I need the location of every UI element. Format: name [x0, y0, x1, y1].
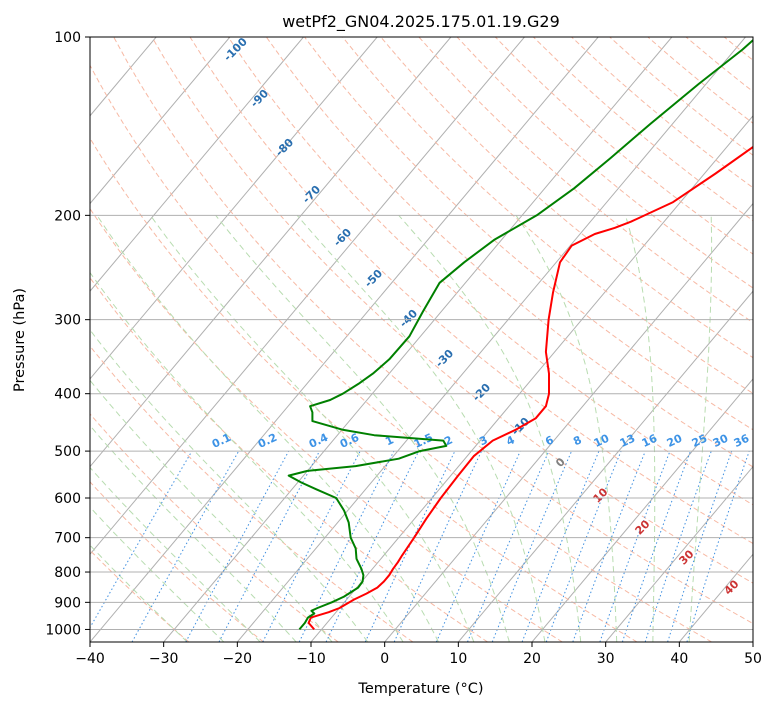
x-tick-label: 30	[597, 651, 615, 667]
x-tick-label: 40	[670, 651, 688, 667]
isotherm-line	[531, 378, 753, 642]
isotherm-line	[90, 37, 231, 205]
isotherm-line	[90, 37, 525, 556]
mixing-ratio-label: 10	[592, 432, 612, 450]
mixing-ratio-label: 20	[665, 432, 685, 450]
moist-adiabat-line	[90, 544, 188, 642]
mixing-ratio-line	[521, 450, 600, 642]
moist-adiabat-line	[149, 215, 475, 642]
mixing-ratio-line	[572, 450, 646, 642]
mixing-ratio-line	[435, 450, 521, 642]
mixing-ratio-line	[185, 450, 290, 642]
y-tick-label: 900	[54, 595, 81, 611]
mixing-ratio-line	[644, 450, 712, 642]
mixing-ratio-line	[262, 450, 361, 642]
isotherm-line	[457, 290, 753, 642]
moist-adiabat-line	[90, 424, 297, 642]
dry-adiabat-line	[90, 207, 563, 642]
y-tick-label: 1000	[45, 622, 81, 638]
moist-adiabat-line	[90, 466, 261, 642]
mixing-ratio-label: 30	[711, 432, 731, 450]
dry-adiabat-line	[90, 481, 264, 642]
dry-adiabat-line	[342, 37, 753, 394]
y-tick-label: 600	[54, 491, 81, 507]
isotherm-line	[90, 37, 378, 380]
isotherm-line	[605, 465, 753, 642]
isotherm-line	[236, 37, 746, 642]
y-tick-label: 700	[54, 531, 81, 547]
dry-adiabat-line	[304, 37, 753, 431]
moist-adiabat-line	[688, 215, 713, 642]
temperature-profile-line	[307, 145, 753, 631]
moist-adiabat-line	[624, 215, 656, 642]
x-tick-label: 10	[449, 651, 467, 667]
series-layer	[287, 38, 753, 631]
x-tick-label: −30	[149, 651, 179, 667]
mixing-ratio-line	[491, 450, 573, 642]
dry-adiabat-line	[151, 37, 753, 584]
x-tick-label: −20	[223, 651, 253, 667]
isotherm-line	[90, 37, 304, 292]
y-tick-label: 400	[54, 387, 81, 403]
mixing-ratio-line	[667, 450, 733, 642]
moist-adiabat-line	[398, 214, 582, 642]
x-tick-label: −40	[75, 651, 105, 667]
dry-adiabat-line	[90, 137, 638, 642]
x-tick-label: 0	[380, 651, 389, 667]
moist-adiabat-line	[215, 214, 510, 642]
mixing-ratio-line	[599, 450, 671, 642]
y-tick-label: 300	[54, 313, 81, 329]
mixing-ratio-line	[686, 450, 750, 642]
chart-title: wetPf2_GN04.2025.175.01.19.G29	[282, 12, 560, 32]
moist-adiabat-line	[96, 215, 439, 642]
dry-adiabat-line	[90, 276, 488, 642]
moist-adiabat-line	[515, 215, 618, 642]
moist-adiabat-line	[90, 271, 404, 642]
x-tick-label: 20	[523, 651, 541, 667]
y-tick-label: 500	[54, 444, 81, 460]
mixing-ratio-line	[298, 450, 395, 642]
y-tick-label: 800	[54, 565, 81, 581]
mixing-ratio-line	[545, 450, 622, 642]
dry-adiabat-line	[90, 64, 712, 642]
y-tick-label: 200	[54, 208, 81, 224]
isotherm-line	[163, 37, 673, 642]
pressure-grid	[90, 37, 753, 630]
y-tick-label: 100	[54, 30, 81, 46]
dry-adiabat-line	[456, 37, 753, 289]
moist-adiabat-line	[90, 506, 225, 642]
x-tick-label: 50	[744, 651, 762, 667]
isotherm-line	[90, 37, 599, 642]
mixing-ratio-line	[218, 450, 320, 642]
mixing-ratio-label: 16	[640, 432, 660, 450]
mixing-ratio-label: 36	[732, 432, 752, 450]
dry-adiabat-line	[90, 413, 339, 642]
dry-adiabat-line	[189, 37, 753, 545]
mixing-ratio-line	[621, 450, 691, 642]
mixing-ratio-line	[467, 450, 550, 642]
x-axis-title: Temperature (°C)	[357, 681, 483, 697]
y-axis-title: Pressure (hPa)	[12, 288, 28, 392]
mixing-ratio-label: 13	[618, 432, 637, 450]
dewpoint-profile-line	[287, 38, 753, 631]
plot-frame	[89, 36, 754, 643]
isotherm-line	[90, 37, 452, 468]
mixing-ratio-label: 25	[690, 432, 709, 450]
isotherm-line	[384, 202, 753, 642]
mixing-ratio-line	[131, 450, 240, 642]
axis-ticks: −40 −30 −20 −10 0 10 20 30 40 50 100 200 300 400 500 60…	[45, 30, 762, 667]
x-tick-label: −10	[296, 651, 326, 667]
